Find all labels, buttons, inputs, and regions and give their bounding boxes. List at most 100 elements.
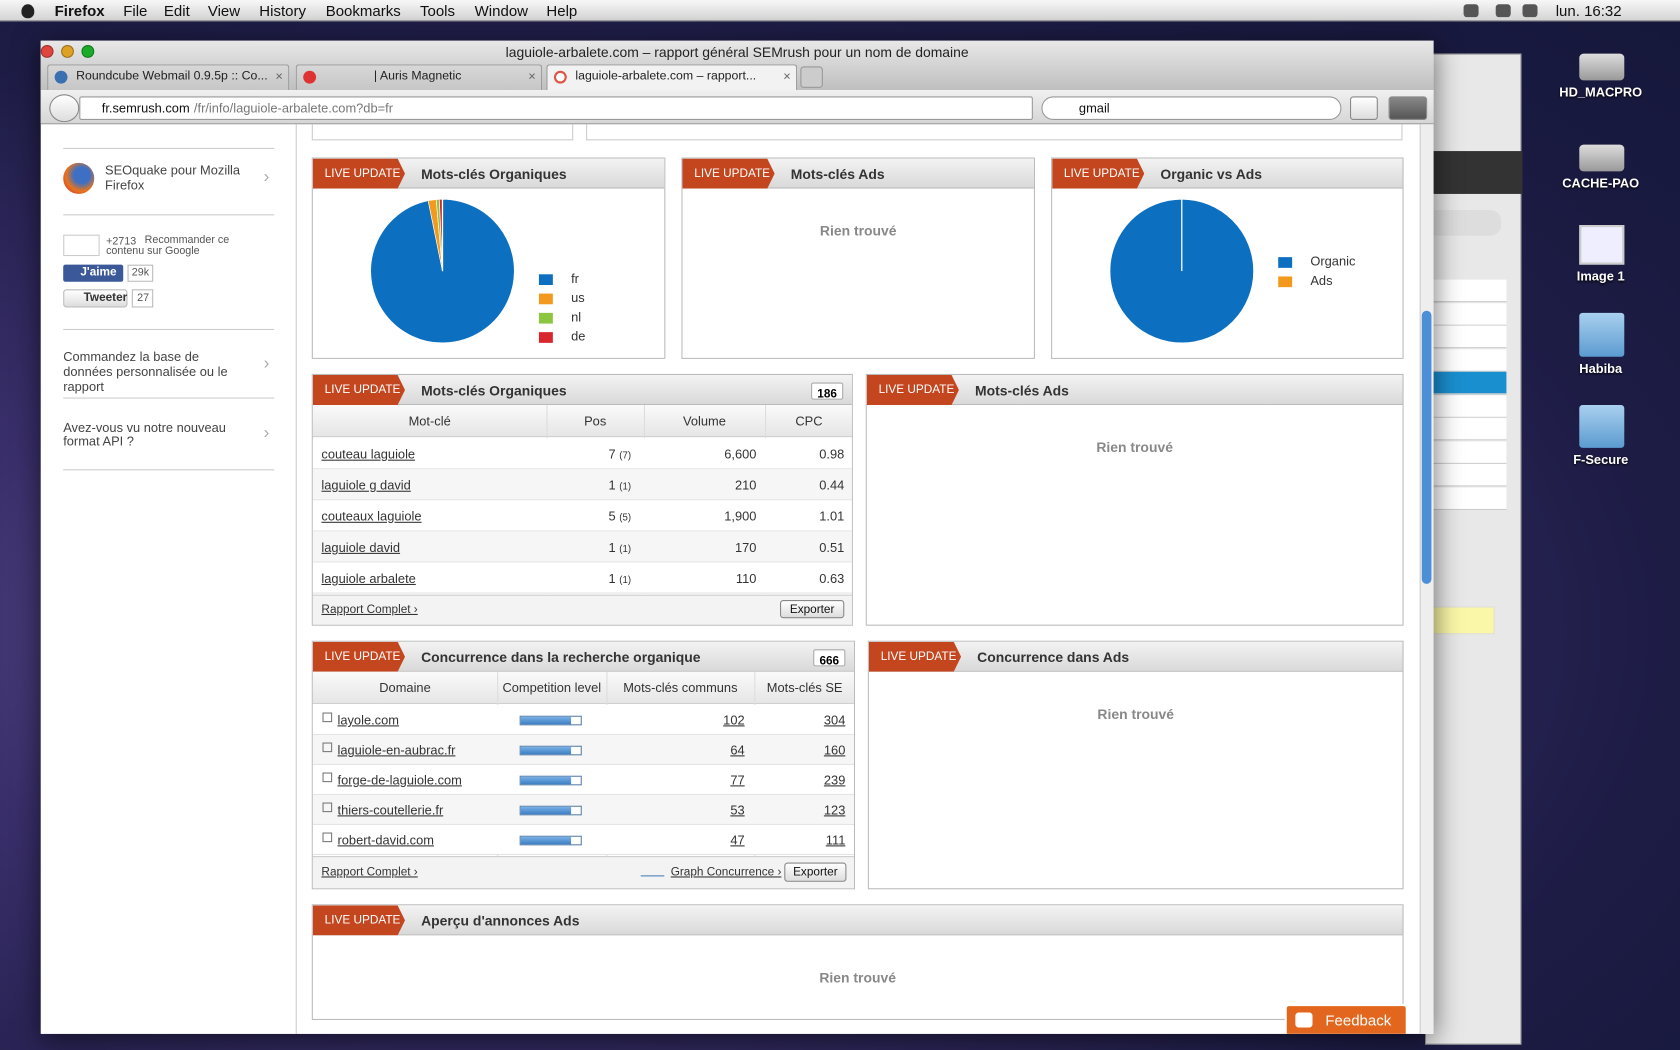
graph-link[interactable]: Graph Concurrence › bbox=[670, 865, 782, 879]
panel-title: Concurrence dans la recherche organique bbox=[421, 649, 701, 666]
desktop-icon-label[interactable]: F-Secure bbox=[1573, 452, 1629, 468]
sidebar-link[interactable]: Commandez la base de données personnalis… bbox=[63, 349, 228, 395]
se-keywords[interactable]: 304 bbox=[823, 712, 846, 728]
common-keywords[interactable]: 47 bbox=[730, 832, 745, 848]
volume: 6,600 bbox=[724, 446, 757, 462]
menu-item[interactable]: Bookmarks bbox=[325, 2, 401, 20]
keyword-link[interactable]: couteaux laguiole bbox=[321, 508, 422, 524]
domain-link[interactable]: laguiole-en-aubrac.fr bbox=[337, 742, 456, 758]
competition-bar-outline bbox=[519, 745, 582, 756]
top-stub bbox=[586, 124, 1403, 141]
tab-label[interactable]: laguiole-arbalete.com – rapport... bbox=[575, 69, 757, 83]
desktop-icon bbox=[1579, 405, 1625, 448]
desktop-icon-label[interactable]: HD_MACPRO bbox=[1559, 84, 1643, 100]
tab-label[interactable]: | Auris Magnetic bbox=[373, 69, 462, 83]
competition-bar-outline bbox=[519, 835, 582, 846]
common-keywords[interactable]: 77 bbox=[730, 772, 745, 788]
desktop-icon-label[interactable]: CACHE-PAO bbox=[1562, 175, 1640, 191]
panel: LIVE UPDATE Mots-clés Organiques 186 Mot-cl… bbox=[311, 373, 853, 626]
panel: LIVE UPDATE Organic vs Ads Organic Ads bbox=[1051, 157, 1404, 359]
desktop-icon bbox=[1579, 312, 1625, 357]
legend-swatch bbox=[538, 332, 553, 343]
separator bbox=[63, 328, 275, 331]
competition-bar-outline bbox=[519, 775, 582, 786]
live-update-badge: LIVE UPDATE bbox=[312, 158, 406, 189]
legend-label: nl bbox=[571, 309, 582, 325]
panel: LIVE UPDATE Mots-clés Organiques fr us nl de bbox=[311, 157, 666, 359]
export-button[interactable]: Exporter bbox=[780, 600, 845, 619]
menu-item[interactable]: History bbox=[259, 2, 306, 20]
domain-link[interactable]: thiers-coutellerie.fr bbox=[337, 802, 444, 818]
se-keywords[interactable]: 160 bbox=[823, 742, 846, 758]
top-stub bbox=[311, 124, 574, 141]
feedback-label: Feedback bbox=[1325, 1011, 1392, 1029]
gplus-count: +2713 bbox=[106, 235, 137, 248]
empty-message: Rien trouvé bbox=[1097, 706, 1175, 723]
se-keywords[interactable]: 123 bbox=[823, 802, 846, 818]
menu-item[interactable]: Help bbox=[546, 2, 578, 20]
seoquake-link[interactable]: SEOquake pour Mozilla Firefox bbox=[105, 162, 241, 193]
position-cell: 1 (1) bbox=[546, 571, 632, 587]
legend-label: fr bbox=[571, 271, 579, 287]
menu-item[interactable]: Window bbox=[474, 2, 528, 20]
live-update-badge: LIVE UPDATE bbox=[868, 641, 962, 672]
feedback-button[interactable]: Feedback bbox=[1284, 1003, 1408, 1034]
url-host: fr.semrush.com bbox=[101, 100, 190, 116]
common-keywords[interactable]: 53 bbox=[730, 802, 745, 818]
panel-header: LIVE UPDATE Organic vs Ads bbox=[1052, 158, 1403, 189]
keyword-link[interactable]: laguiole arbalete bbox=[321, 571, 416, 587]
domain-link[interactable]: forge-de-laguiole.com bbox=[337, 772, 462, 788]
position-cell: 1 (1) bbox=[546, 478, 632, 493]
common-keywords[interactable]: 102 bbox=[723, 712, 745, 728]
table-footer bbox=[312, 856, 854, 889]
competition-bar-outline bbox=[519, 805, 582, 816]
competition-bar bbox=[520, 776, 572, 785]
column-header: Domaine bbox=[379, 680, 431, 696]
browser-window: laguiole-arbalete.com – rapport général … bbox=[40, 40, 1434, 1034]
desktop-icon-label[interactable]: Image 1 bbox=[1576, 268, 1625, 284]
bg-search bbox=[1426, 210, 1502, 236]
se-keywords[interactable]: 239 bbox=[823, 772, 846, 788]
se-keywords[interactable]: 111 bbox=[825, 832, 846, 848]
position: 1 bbox=[608, 571, 616, 587]
bg-row bbox=[1426, 325, 1507, 349]
gplus-button bbox=[63, 234, 100, 257]
like-label: J'aime bbox=[80, 265, 117, 279]
legend-swatch bbox=[538, 274, 553, 286]
competition-bar bbox=[520, 806, 572, 815]
menu-item[interactable]: File bbox=[123, 2, 148, 20]
legend-swatch bbox=[538, 312, 553, 324]
bg-row bbox=[1426, 348, 1507, 372]
menu-item[interactable]: Edit bbox=[163, 2, 190, 20]
tab-label[interactable]: Roundcube Webmail 0.9.5p :: Co... bbox=[76, 69, 268, 83]
menu-item[interactable]: Tools bbox=[420, 2, 456, 20]
bg-row bbox=[1426, 440, 1507, 464]
tweet-button[interactable]: Tweeter bbox=[63, 289, 128, 308]
common-keywords[interactable]: 64 bbox=[730, 742, 745, 758]
export-button[interactable]: Exporter bbox=[784, 862, 847, 882]
report-link[interactable]: Rapport Complet › bbox=[321, 603, 418, 617]
previous-position: (7) bbox=[619, 450, 632, 461]
report-link[interactable]: Rapport Complet › bbox=[321, 865, 418, 879]
table-row bbox=[312, 500, 852, 532]
live-update-badge: LIVE UPDATE bbox=[682, 158, 775, 189]
tab-close: × bbox=[783, 68, 791, 84]
competition-bar-outline bbox=[519, 715, 582, 726]
column-header: Mot-clé bbox=[408, 413, 451, 429]
search-text[interactable]: gmail bbox=[1078, 100, 1110, 116]
menu-item[interactable]: View bbox=[207, 2, 241, 20]
keyword-link[interactable]: laguiole g david bbox=[321, 477, 411, 493]
live-update-badge: LIVE UPDATE bbox=[866, 375, 959, 406]
volume: 1,900 bbox=[724, 508, 757, 524]
keyword-link[interactable]: couteau laguiole bbox=[321, 446, 416, 462]
like-button[interactable]: J'aime bbox=[63, 264, 124, 282]
apple-icon bbox=[21, 4, 35, 19]
domain-link[interactable]: layole.com bbox=[337, 712, 399, 728]
keyword-link[interactable]: laguiole david bbox=[321, 540, 401, 556]
column-header: CPC bbox=[795, 413, 823, 429]
table-header bbox=[312, 671, 854, 704]
domain-link[interactable]: robert-david.com bbox=[337, 832, 434, 848]
desktop-icon-label[interactable]: Habiba bbox=[1579, 361, 1623, 377]
sidebar-link[interactable]: Avez-vous vu notre nouveau format API ? bbox=[63, 420, 226, 449]
tweet-label: Tweeter bbox=[83, 291, 128, 305]
